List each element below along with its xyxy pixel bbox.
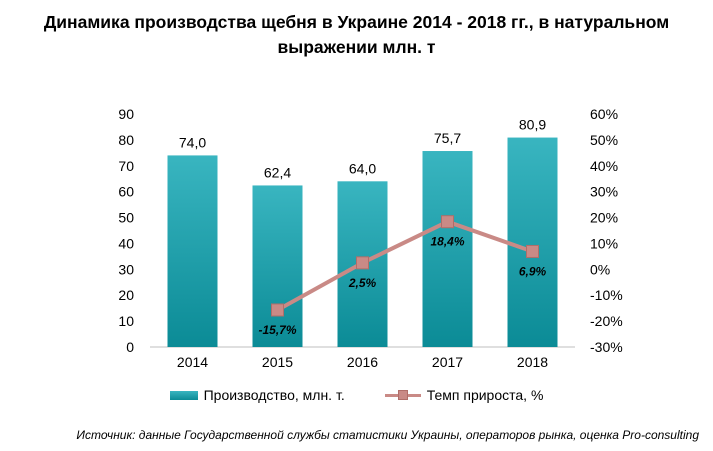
bar [422,151,473,347]
x-tick-label: 2015 [262,354,293,370]
growth-marker [271,303,284,317]
legend-swatch-bar [169,390,198,400]
source-note: Источник: данные Государственной службы … [76,428,699,442]
legend-item-growth: Темп прироста, % [384,387,544,403]
growth-value-label: -15,7% [258,323,296,337]
growth-value-label: 18,4% [430,235,464,249]
right-y-axis: -30% -20% -10% 0% 10% 20% 30% 40% 50% 60% [590,106,623,355]
bar-value-label: 62,4 [264,164,291,180]
left-tick-label: 40 [118,235,134,251]
growth-value-label: 6,9% [519,264,547,278]
legend: Производство, млн. т. Темп прироста, % [0,384,713,406]
left-tick-label: 90 [118,106,134,122]
x-tick-label: 2017 [432,354,463,370]
bar [167,155,218,347]
right-tick-label: 30% [590,184,618,200]
left-tick-label: 20 [118,287,134,303]
bar [507,137,558,347]
growth-marker [441,215,454,229]
bar-series: 74,0 62,4 64,0 75,7 80,9 [167,117,558,347]
left-tick-label: 60 [118,184,134,200]
left-tick-label: 10 [118,313,134,329]
growth-value-label: 2,5% [348,276,377,290]
left-y-axis: 0 10 20 30 40 50 60 70 80 90 [118,106,134,355]
left-tick-label: 30 [118,261,134,277]
growth-line [276,219,534,312]
right-tick-label: 40% [590,158,618,174]
x-tick-label: 2018 [517,354,548,370]
chart-title-line2: выражении млн. т [277,37,436,57]
legend-item-production: Производство, млн. т. [169,387,345,403]
right-tick-label: 50% [590,132,618,148]
left-tick-label: 0 [126,339,134,355]
chart-title-line1: Динамика производства щебня в Украине 20… [43,12,670,32]
left-tick-label: 50 [118,210,134,226]
right-tick-label: -10% [590,287,623,303]
bar-value-label: 80,9 [519,117,546,133]
x-tick-label: 2016 [347,354,378,370]
left-tick-label: 80 [118,132,134,148]
right-tick-label: 10% [590,235,618,251]
growth-marker [526,244,539,258]
right-tick-label: -30% [590,339,623,355]
x-tick-label: 2014 [177,354,208,370]
legend-swatch-line [384,389,421,401]
right-tick-label: 0% [590,261,610,277]
right-tick-label: 60% [590,106,618,122]
bar-value-label: 75,7 [434,130,461,146]
bar-value-label: 64,0 [349,160,376,176]
left-tick-label: 70 [118,158,134,174]
growth-marker [356,256,369,270]
line-series: -15,7% 2,5% 18,4% 6,9% [258,215,547,337]
combo-chart: 0 10 20 30 40 50 60 70 80 90 -30% -20% -10% 0% 10% 20%… [118,106,623,370]
x-axis: 2014 2015 2016 2017 2018 [150,346,575,370]
chart-title: Динамика производства щебня в Украине 20… [0,10,713,60]
bar-value-label: 74,0 [179,134,206,150]
right-tick-label: -20% [590,313,623,329]
right-tick-label: 20% [590,210,618,226]
bar [252,185,303,347]
legend-label-growth: Темп прироста, % [426,387,544,403]
legend-label-production: Производство, млн. т. [203,387,345,403]
